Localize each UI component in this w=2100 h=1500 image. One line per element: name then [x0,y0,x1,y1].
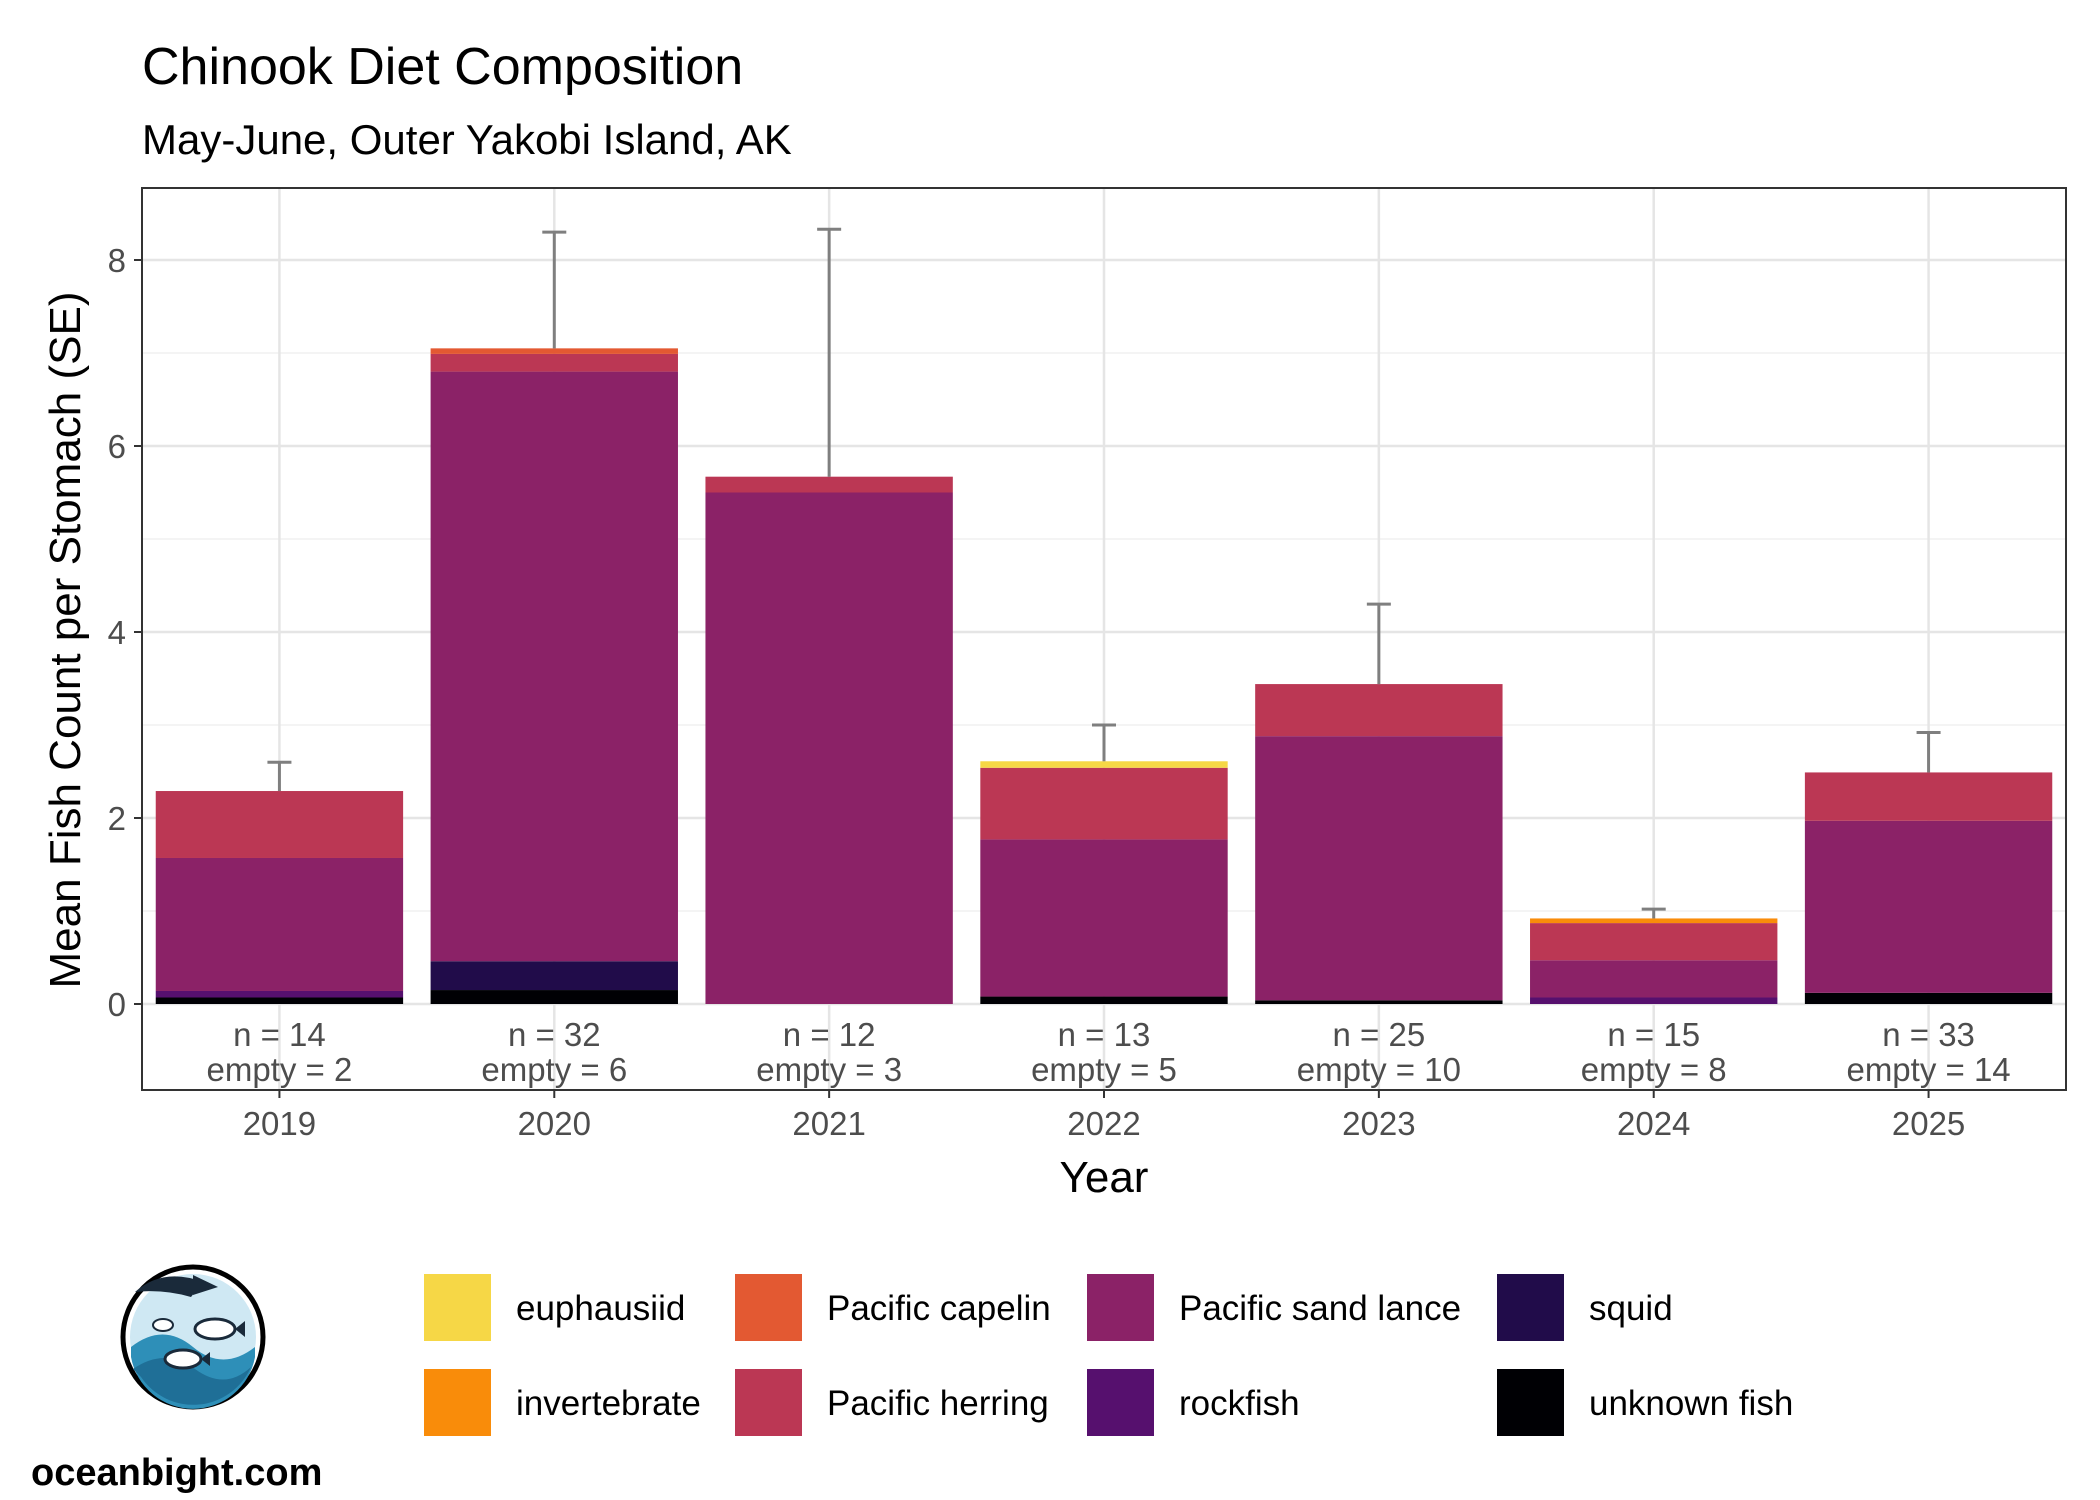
y-axis-ticks: 0 2 4 6 8 [108,242,142,1023]
brand-site-text: oceanbight.com [31,1452,322,1494]
sample-note-2020-empty: empty = 6 [481,1051,627,1088]
x-axis-title: Year [1060,1153,1149,1202]
bar-2020-squid [430,961,678,991]
sample-note-2020-n: n = 32 [508,1016,601,1053]
legend: euphausiid Pacific capelin Pacific sand la… [424,1274,1793,1436]
sample-note-2023-n: n = 25 [1333,1016,1426,1053]
x-tick-label-2025: 2025 [1892,1105,1965,1142]
bar-2023-pacific-sand-lance [1255,736,1503,1001]
bar-2019-rockfish [155,990,404,998]
bar-2024-invertebrate [1530,918,1778,924]
y-tick-label: 6 [108,428,126,465]
x-tick-label-2023: 2023 [1342,1105,1415,1142]
sample-note-2025-empty: empty = 14 [1846,1051,2010,1088]
legend-key-pacific-capelin [735,1274,802,1341]
x-tick-label-2020: 2020 [518,1105,591,1142]
legend-label-unknown-fish: unknown fish [1589,1384,1793,1423]
legend-label-pacific-herring: Pacific herring [827,1384,1049,1423]
x-tick-label-2021: 2021 [792,1105,865,1142]
legend-key-rockfish [1087,1369,1154,1436]
sample-note-2025-n: n = 33 [1882,1016,1975,1053]
legend-label-squid: squid [1589,1289,1673,1328]
y-tick-label: 8 [108,242,126,279]
bar-2022-pacific-sand-lance [980,839,1228,997]
bar-2025-unknown-fish [1804,992,2053,1004]
bar-2020-pacific-sand-lance [430,371,678,962]
bar-2022-pacific-herring [980,767,1228,840]
sample-note-2024-n: n = 15 [1607,1016,1700,1053]
chart-subtitle: May-June, Outer Yakobi Island, AK [142,116,792,163]
legend-label-rockfish: rockfish [1179,1384,1300,1423]
bar-2019-unknown-fish [155,997,404,1004]
legend-key-squid [1497,1274,1564,1341]
y-tick-label: 4 [108,614,126,651]
legend-label-invertebrate: invertebrate [516,1384,701,1423]
sample-note-2021-n: n = 12 [783,1016,876,1053]
y-axis-title: Mean Fish Count per Stomach (SE) [41,292,90,989]
y-tick-label: 2 [108,800,126,837]
bar-2022-unknown-fish [980,996,1228,1004]
sample-note-2019-empty: empty = 2 [207,1051,353,1088]
x-tick-label-2024: 2024 [1617,1105,1690,1142]
bar-2024-rockfish [1530,997,1778,1004]
sample-note-2021-empty: empty = 3 [756,1051,902,1088]
bar-2024-pacific-herring [1530,923,1778,961]
bar-2021-pacific-sand-lance [705,492,953,1004]
sample-note-2019-n: n = 14 [233,1016,326,1053]
bar-2019-pacific-herring [155,791,404,858]
fish-wave-logo-icon [120,1264,266,1410]
bar-2020-unknown-fish [430,990,678,1004]
legend-label-pacific-capelin: Pacific capelin [827,1289,1051,1328]
bars-group [155,348,2053,1004]
sample-note-2022-empty: empty = 5 [1031,1051,1177,1088]
x-tick-label-2022: 2022 [1067,1105,1140,1142]
bar-2025-pacific-sand-lance [1804,820,2053,993]
bar-2020-pacific-herring [430,353,678,372]
bar-2020-pacific-capelin [430,348,678,354]
bar-2023-unknown-fish [1255,1000,1503,1004]
chart-title: Chinook Diet Composition [142,38,743,96]
x-tick-label-2019: 2019 [243,1105,316,1142]
legend-label-pacific-sand-lance: Pacific sand lance [1179,1289,1461,1328]
legend-key-invertebrate [424,1369,491,1436]
legend-key-euphausiid [424,1274,491,1341]
y-tick-label: 0 [108,986,126,1023]
bar-2025-pacific-herring [1804,772,2053,821]
sample-note-2023-empty: empty = 10 [1297,1051,1461,1088]
x-axis-ticks: 2019 2020 2021 2022 2023 2024 2025 [243,1090,1965,1142]
legend-key-unknown-fish [1497,1369,1564,1436]
sample-note-2024-empty: empty = 8 [1581,1051,1727,1088]
legend-label-euphausiid: euphausiid [516,1289,685,1328]
legend-key-pacific-sand-lance [1087,1274,1154,1341]
bar-2022-euphausiid [980,761,1228,768]
bar-2021-pacific-herring [705,476,953,493]
bar-2019-pacific-sand-lance [155,857,404,991]
sample-note-2022-n: n = 13 [1058,1016,1151,1053]
error-bars-group [267,227,1941,919]
bar-2023-pacific-herring [1255,684,1503,737]
legend-key-pacific-herring [735,1369,802,1436]
bar-2024-pacific-sand-lance [1530,960,1778,998]
